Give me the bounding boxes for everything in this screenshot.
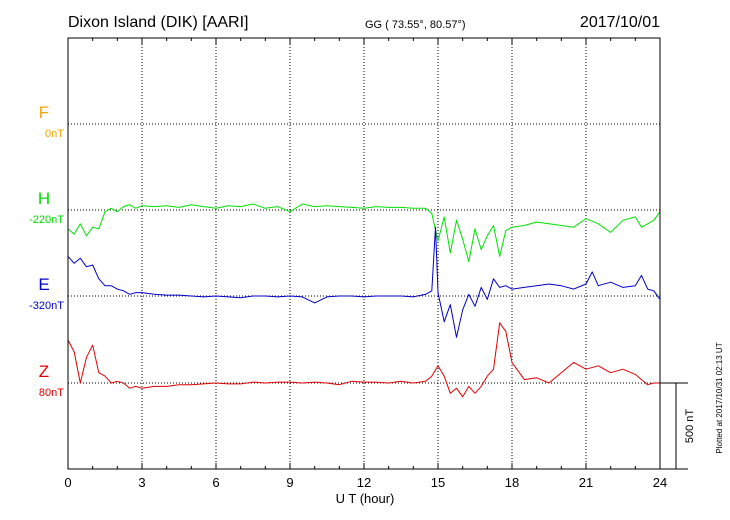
- series-group: [67, 203, 661, 398]
- x-tick-label: 21: [579, 475, 593, 490]
- component-letter-z: Z: [39, 362, 49, 381]
- x-tick-label: 3: [138, 475, 145, 490]
- component-labels: F 0nT H -220nT E -320nT Z 80nT: [29, 103, 64, 399]
- x-tick-label: 24: [653, 475, 667, 490]
- component-baseline-z: 80nT: [39, 387, 64, 399]
- station-title: Dixon Island (DIK) [AARI]: [68, 14, 249, 31]
- component-baseline-h: -220nT: [29, 214, 64, 226]
- series-h-line: [67, 203, 661, 263]
- chart-date: 2017/10/01: [580, 14, 660, 31]
- station-coords: GG ( 73.55°, 80.57°): [365, 19, 466, 31]
- scale-bar: 500 nT: [660, 382, 696, 470]
- x-tick-label: 18: [505, 475, 519, 490]
- x-tick-label: 0: [64, 475, 71, 490]
- scale-bar-label: 500 nT: [684, 409, 696, 444]
- component-letter-f: F: [39, 103, 49, 122]
- component-baseline-f: 0nT: [45, 128, 64, 140]
- component-baseline-e: -320nT: [29, 300, 64, 312]
- component-letter-e: E: [38, 275, 49, 294]
- series-z-line: [67, 322, 660, 398]
- x-tick-label: 6: [212, 475, 219, 490]
- component-letter-h: H: [38, 189, 50, 208]
- grid: [68, 38, 660, 469]
- x-axis-ticks: 0 3 6 9 12 15 18 21 24: [64, 38, 667, 490]
- series-e-line: [67, 226, 661, 338]
- x-axis-label: U T (hour): [336, 491, 395, 506]
- x-tick-label: 9: [286, 475, 293, 490]
- x-tick-label: 15: [431, 475, 445, 490]
- plotted-note: Plotted at 2017/10/31 02:13 UT: [715, 342, 724, 453]
- x-tick-label: 12: [357, 475, 371, 490]
